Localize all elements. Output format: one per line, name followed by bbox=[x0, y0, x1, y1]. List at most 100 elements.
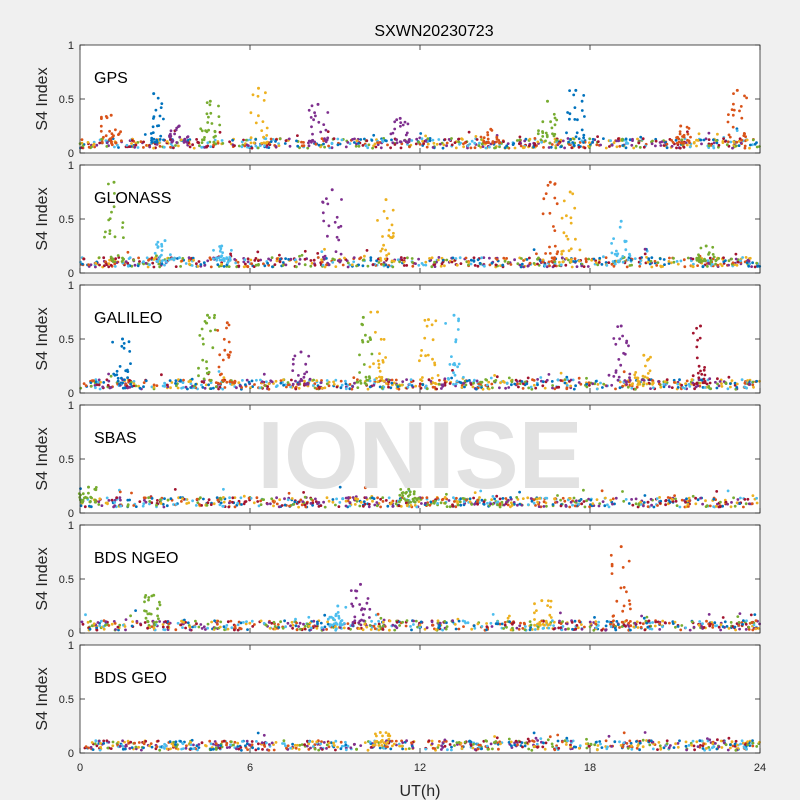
data-point bbox=[207, 383, 211, 387]
data-point bbox=[509, 501, 513, 505]
data-point bbox=[735, 386, 739, 389]
burst-point bbox=[110, 141, 113, 145]
burst-point bbox=[254, 121, 258, 125]
data-point bbox=[325, 263, 328, 267]
burst-point bbox=[153, 621, 156, 624]
data-point bbox=[577, 137, 581, 141]
data-point bbox=[498, 145, 501, 149]
data-point bbox=[596, 383, 600, 386]
data-point bbox=[632, 146, 636, 150]
data-point bbox=[604, 628, 608, 631]
data-point bbox=[545, 378, 549, 382]
data-point bbox=[428, 503, 432, 507]
data-point bbox=[150, 501, 154, 505]
data-point bbox=[423, 627, 427, 631]
data-point bbox=[638, 264, 642, 268]
burst-point bbox=[677, 137, 681, 141]
data-point bbox=[262, 621, 266, 625]
data-point bbox=[250, 743, 254, 747]
data-point bbox=[245, 378, 249, 382]
burst-point bbox=[647, 357, 650, 361]
data-point bbox=[332, 383, 336, 386]
data-point bbox=[163, 385, 167, 388]
data-point bbox=[417, 263, 421, 267]
data-point bbox=[145, 256, 149, 260]
data-point bbox=[647, 381, 651, 385]
burst-point bbox=[486, 133, 490, 137]
data-point bbox=[320, 379, 323, 382]
data-point bbox=[206, 144, 210, 148]
burst-point bbox=[351, 604, 355, 608]
data-point bbox=[264, 137, 268, 141]
burst-point bbox=[409, 500, 412, 504]
data-point bbox=[458, 256, 462, 260]
data-point bbox=[298, 743, 302, 747]
data-point bbox=[478, 141, 481, 145]
data-point bbox=[642, 379, 646, 382]
data-point bbox=[445, 505, 449, 508]
y-tick-label: 0.5 bbox=[59, 574, 74, 586]
burst-point bbox=[431, 357, 434, 361]
data-point bbox=[556, 739, 560, 743]
data-point bbox=[273, 627, 277, 631]
data-point bbox=[152, 137, 156, 141]
data-point bbox=[541, 384, 545, 388]
data-point bbox=[575, 499, 578, 503]
data-point bbox=[639, 262, 642, 266]
data-point bbox=[692, 625, 696, 629]
burst-point bbox=[565, 234, 568, 238]
data-point bbox=[561, 740, 564, 744]
data-point bbox=[233, 496, 237, 499]
burst-point bbox=[321, 211, 325, 215]
data-point bbox=[331, 498, 335, 501]
data-point bbox=[599, 143, 602, 147]
data-point bbox=[259, 258, 262, 262]
burst-point bbox=[614, 369, 618, 372]
data-point bbox=[270, 256, 274, 259]
data-point bbox=[182, 378, 185, 382]
data-point bbox=[109, 263, 113, 267]
data-point bbox=[559, 263, 563, 267]
data-point bbox=[729, 382, 732, 385]
data-point bbox=[87, 145, 91, 149]
data-point bbox=[284, 257, 287, 260]
data-point bbox=[473, 141, 477, 145]
data-point bbox=[378, 625, 382, 628]
data-point bbox=[113, 145, 116, 149]
burst-point bbox=[229, 350, 232, 354]
burst-point bbox=[549, 599, 553, 603]
data-point bbox=[451, 369, 454, 372]
data-point bbox=[687, 505, 690, 508]
burst-point bbox=[304, 362, 308, 366]
data-point bbox=[323, 505, 327, 509]
data-point bbox=[187, 259, 191, 263]
data-point bbox=[376, 612, 380, 616]
data-point bbox=[646, 500, 650, 504]
data-point bbox=[490, 382, 494, 386]
data-point bbox=[227, 505, 231, 509]
data-point bbox=[222, 500, 226, 504]
data-point bbox=[189, 382, 193, 386]
data-point bbox=[256, 731, 260, 735]
data-point bbox=[256, 146, 260, 150]
data-point bbox=[591, 140, 594, 144]
data-point bbox=[231, 138, 235, 142]
data-point bbox=[169, 145, 172, 149]
data-point bbox=[187, 256, 191, 260]
data-point bbox=[643, 731, 647, 734]
burst-point bbox=[702, 377, 706, 381]
data-point bbox=[738, 502, 742, 505]
data-point bbox=[361, 144, 365, 147]
burst-point bbox=[81, 498, 85, 502]
burst-peak-point bbox=[619, 324, 623, 328]
burst-point bbox=[699, 369, 702, 373]
data-point bbox=[690, 378, 694, 382]
data-point bbox=[722, 256, 725, 260]
burst-point bbox=[628, 379, 632, 382]
data-point bbox=[435, 142, 439, 146]
data-point bbox=[190, 377, 194, 381]
data-point bbox=[605, 620, 609, 623]
data-point bbox=[347, 496, 350, 499]
data-point bbox=[238, 384, 242, 388]
